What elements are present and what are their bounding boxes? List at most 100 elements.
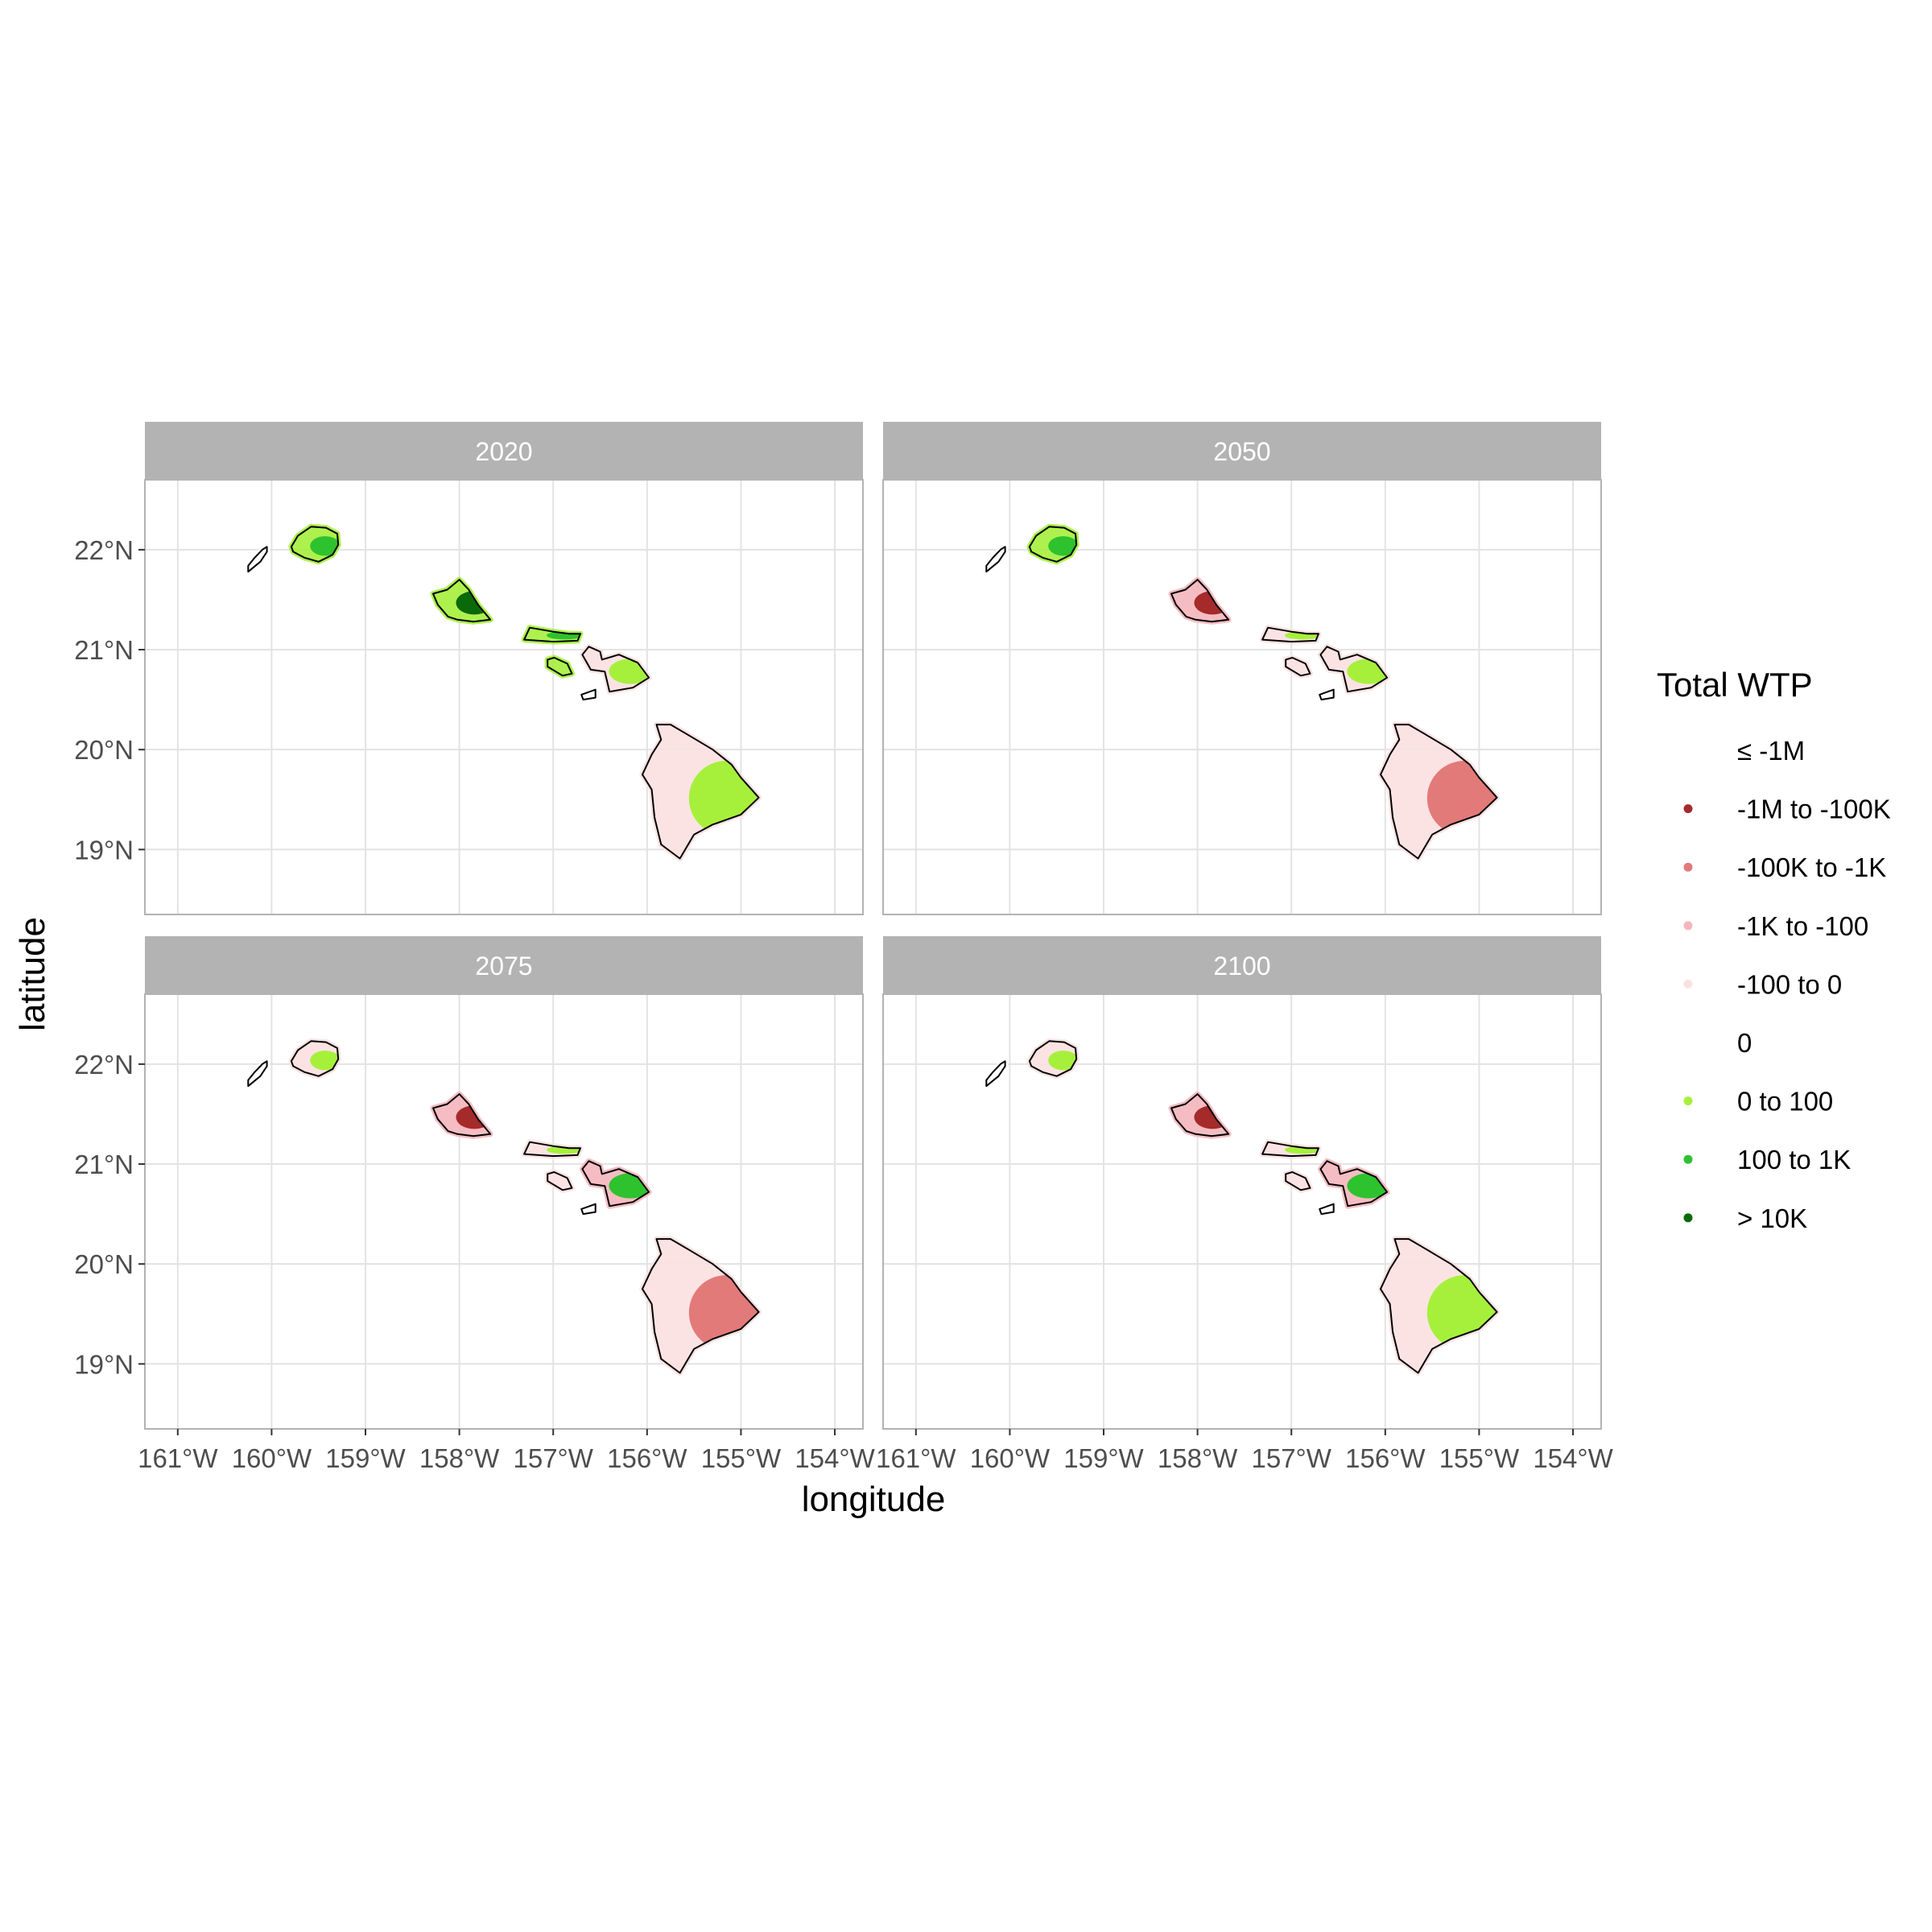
x-tick-label: 155°W bbox=[701, 1443, 782, 1473]
island-outline bbox=[581, 1160, 650, 1208]
panel-border bbox=[882, 993, 1602, 1430]
legend-label: 0 bbox=[1737, 1028, 1752, 1058]
facet-strip-label: 2020 bbox=[475, 437, 532, 466]
facet-panel-2020: 2020 19°N 20°N 21°N 22°N bbox=[74, 422, 864, 915]
legend-key bbox=[1683, 1213, 1693, 1223]
island-molokai bbox=[1259, 625, 1322, 645]
island-outline bbox=[1319, 688, 1335, 701]
panel-border bbox=[144, 993, 864, 1430]
island-kauai bbox=[1026, 1038, 1080, 1080]
x-tick-label: 159°W bbox=[1063, 1443, 1144, 1473]
region-fill-secondary bbox=[310, 536, 339, 556]
legend-key bbox=[1683, 804, 1693, 814]
island-outline bbox=[1285, 657, 1311, 677]
island-outline bbox=[432, 579, 492, 623]
legend-key bbox=[1683, 862, 1693, 872]
island-lanai bbox=[1282, 1169, 1313, 1193]
legend-key bbox=[1683, 745, 1693, 755]
island-outline bbox=[642, 724, 760, 860]
y-tick-label: 21°N bbox=[74, 635, 134, 665]
island-molokai bbox=[1259, 1139, 1322, 1159]
island-maui bbox=[1317, 1158, 1390, 1209]
island-outline bbox=[580, 688, 597, 701]
legend-item: -1K to -100 bbox=[1683, 911, 1868, 941]
x-tick-label: 158°W bbox=[419, 1443, 500, 1473]
island-kauai bbox=[288, 523, 341, 565]
region-fill-secondary bbox=[1048, 1051, 1077, 1071]
legend-item: -1M to -100K bbox=[1683, 795, 1891, 824]
island-kahoolawe bbox=[578, 687, 599, 703]
y-tick-label: 22°N bbox=[74, 535, 134, 565]
island-outline bbox=[1380, 1238, 1498, 1374]
island-kahoolawe bbox=[578, 1201, 599, 1217]
island-lanai bbox=[544, 654, 575, 679]
legend-key bbox=[1683, 1038, 1693, 1047]
y-tick-label: 20°N bbox=[74, 1249, 134, 1279]
island-niihau bbox=[245, 543, 270, 575]
legend-key bbox=[1683, 1154, 1693, 1164]
y-axis-title: latitude bbox=[13, 917, 52, 1031]
island-outline bbox=[1319, 646, 1389, 693]
legend: Total WTP ≤ -1M -1M to -100K -100K to -1K -… bbox=[1657, 666, 1891, 1233]
island-niihau bbox=[983, 1058, 1009, 1089]
region-fill-secondary bbox=[1048, 536, 1077, 556]
x-tick-label: 154°W bbox=[1533, 1443, 1613, 1473]
island-outline bbox=[1285, 1171, 1311, 1191]
island-molokai bbox=[521, 625, 584, 645]
island-kauai bbox=[1026, 523, 1080, 565]
facet-panel-2100: 2100 161°W 160°W 159°W 158°W 157°W 156°W 155°W 1… bbox=[876, 936, 1614, 1473]
legend-item: -100K to -1K bbox=[1683, 852, 1886, 882]
island-molokai bbox=[521, 1139, 584, 1159]
legend-item: 100 to 1K bbox=[1683, 1145, 1851, 1174]
island-outline bbox=[432, 1093, 492, 1137]
facet-panels: 2020 19°N 20°N 21°N 22°N 2050 2075 19°N 20°N 21°N… bbox=[74, 422, 1614, 1473]
legend-label: 100 to 1K bbox=[1737, 1145, 1851, 1174]
x-tick-label: 156°W bbox=[607, 1443, 687, 1473]
island-maui bbox=[579, 1158, 652, 1209]
island-lanai bbox=[544, 1169, 575, 1193]
facet-strip-label: 2050 bbox=[1213, 437, 1270, 466]
x-axis-title: longitude bbox=[802, 1480, 946, 1519]
island-kahoolawe bbox=[1316, 687, 1337, 703]
island-outline bbox=[547, 657, 573, 677]
legend-label: -1M to -100K bbox=[1737, 795, 1891, 824]
island-outline bbox=[580, 1203, 597, 1216]
x-tick-label: 158°W bbox=[1158, 1443, 1238, 1473]
island-outline bbox=[985, 1060, 1006, 1088]
island-hawaii bbox=[1377, 1236, 1501, 1376]
island-niihau bbox=[245, 1058, 270, 1089]
x-tick-label: 161°W bbox=[138, 1443, 218, 1473]
island-outline bbox=[523, 1141, 581, 1158]
x-tick-label: 160°W bbox=[970, 1443, 1051, 1473]
island-outline bbox=[1319, 1160, 1389, 1208]
island-outline bbox=[547, 1171, 573, 1191]
island-outline bbox=[1028, 526, 1078, 563]
legend-item: -100 to 0 bbox=[1683, 969, 1842, 999]
facet-strip bbox=[145, 422, 863, 480]
facet-strip bbox=[883, 936, 1601, 994]
island-outline bbox=[290, 526, 340, 563]
legend-label: -100K to -1K bbox=[1737, 852, 1886, 882]
facet-strip-label: 2075 bbox=[475, 952, 532, 980]
facet-strip-label: 2100 bbox=[1213, 952, 1270, 980]
island-outline bbox=[247, 546, 268, 573]
panel-border bbox=[144, 479, 864, 915]
panel-border bbox=[882, 479, 1602, 915]
legend-key bbox=[1683, 1096, 1693, 1106]
legend-key bbox=[1683, 979, 1693, 989]
island-outline bbox=[290, 1040, 340, 1077]
legend-item: 0 bbox=[1683, 1028, 1752, 1058]
legend-item: ≤ -1M bbox=[1683, 736, 1805, 766]
island-niihau bbox=[983, 543, 1009, 575]
legend-label: -1K to -100 bbox=[1737, 911, 1868, 941]
y-tick-label: 21°N bbox=[74, 1150, 134, 1179]
legend-item: 0 to 100 bbox=[1683, 1087, 1833, 1117]
legend-label: ≤ -1M bbox=[1737, 736, 1805, 766]
island-maui bbox=[579, 643, 652, 695]
x-tick-label: 160°W bbox=[232, 1443, 312, 1473]
legend-item: > 10K bbox=[1683, 1203, 1807, 1233]
facet-strip bbox=[883, 422, 1601, 480]
facet-panel-2075: 2075 19°N 20°N 21°N 22°N 161°W 160°W 159°W 158°W… bbox=[74, 936, 876, 1473]
x-tick-label: 157°W bbox=[1252, 1443, 1332, 1473]
